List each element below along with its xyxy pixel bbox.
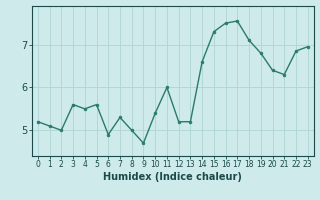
X-axis label: Humidex (Indice chaleur): Humidex (Indice chaleur) xyxy=(103,172,242,182)
